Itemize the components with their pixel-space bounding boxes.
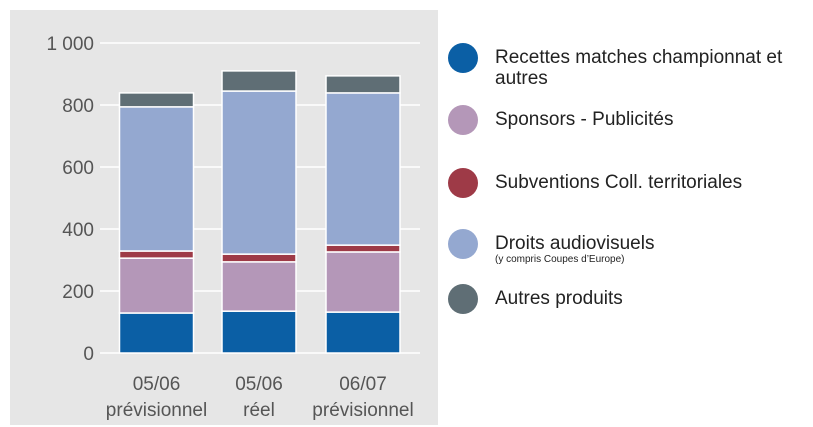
legend-label: Autres produits — [495, 288, 623, 309]
legend-label-box: Droits audiovisuels (y compris Coupes d’E… — [495, 233, 795, 266]
legend-item: Subventions Coll. territoriales — [448, 168, 795, 198]
y-tick-label: 600 — [62, 158, 94, 179]
legend-swatch — [448, 105, 478, 135]
bar-segment — [118, 92, 195, 108]
bar-segment — [325, 311, 401, 354]
x-tick-label: 05/06 — [235, 374, 283, 395]
y-tick-label: 800 — [62, 96, 94, 117]
legend-label: Recettes matches championnat et autres — [495, 47, 783, 89]
bar-segment — [325, 251, 401, 313]
legend-swatch — [448, 168, 478, 198]
x-tick-label: réel — [243, 400, 275, 421]
legend-label-box: Sponsors - Publicités — [495, 109, 795, 130]
bar-segment — [221, 253, 297, 263]
legend-label-box: Recettes matches championnat et autres — [495, 47, 785, 89]
legend-item: Recettes matches championnat et autres — [448, 43, 785, 89]
legend-item: Droits audiovisuels (y compris Coupes d’E… — [448, 229, 795, 266]
bar-segment — [118, 312, 195, 354]
bar-segment — [221, 261, 297, 312]
legend-swatch — [448, 229, 478, 259]
legend-item: Autres produits — [448, 284, 795, 314]
bar-segment — [325, 75, 401, 94]
legend-label: Sponsors - Publicités — [495, 109, 674, 130]
legend-note: (y compris Coupes d’Europe) — [495, 254, 625, 265]
x-tick-label: prévisionnel — [106, 400, 207, 421]
bar-segment — [325, 92, 401, 246]
legend-swatch — [448, 284, 478, 314]
bar-segment — [118, 250, 195, 259]
legend-label-box: Subventions Coll. territoriales — [495, 172, 795, 193]
legend-label: Droits audiovisuels — [495, 233, 655, 254]
legend-swatch — [448, 43, 478, 73]
legend-label-box: Autres produits — [495, 288, 795, 309]
y-tick-label: 0 — [83, 344, 94, 365]
x-tick-label: prévisionnel — [312, 400, 413, 421]
bar-segment — [221, 310, 297, 354]
y-tick-label: 200 — [62, 282, 94, 303]
x-tick-label: 06/07 — [339, 374, 387, 395]
y-tick-label: 1 000 — [46, 34, 94, 55]
bar-segment — [118, 257, 195, 314]
bar-segment — [221, 70, 297, 92]
legend-label: Subventions Coll. territoriales — [495, 172, 743, 193]
bar-segment — [221, 90, 297, 255]
chart: 0 200 400 600 800 1 000 05/06 prévisionnel 05/06… — [10, 10, 438, 425]
bar-segment — [118, 106, 195, 252]
x-tick-label: 05/06 — [133, 374, 181, 395]
legend-item: Sponsors - Publicités — [448, 105, 795, 135]
bar-segment — [325, 244, 401, 253]
y-tick-label: 400 — [62, 220, 94, 241]
